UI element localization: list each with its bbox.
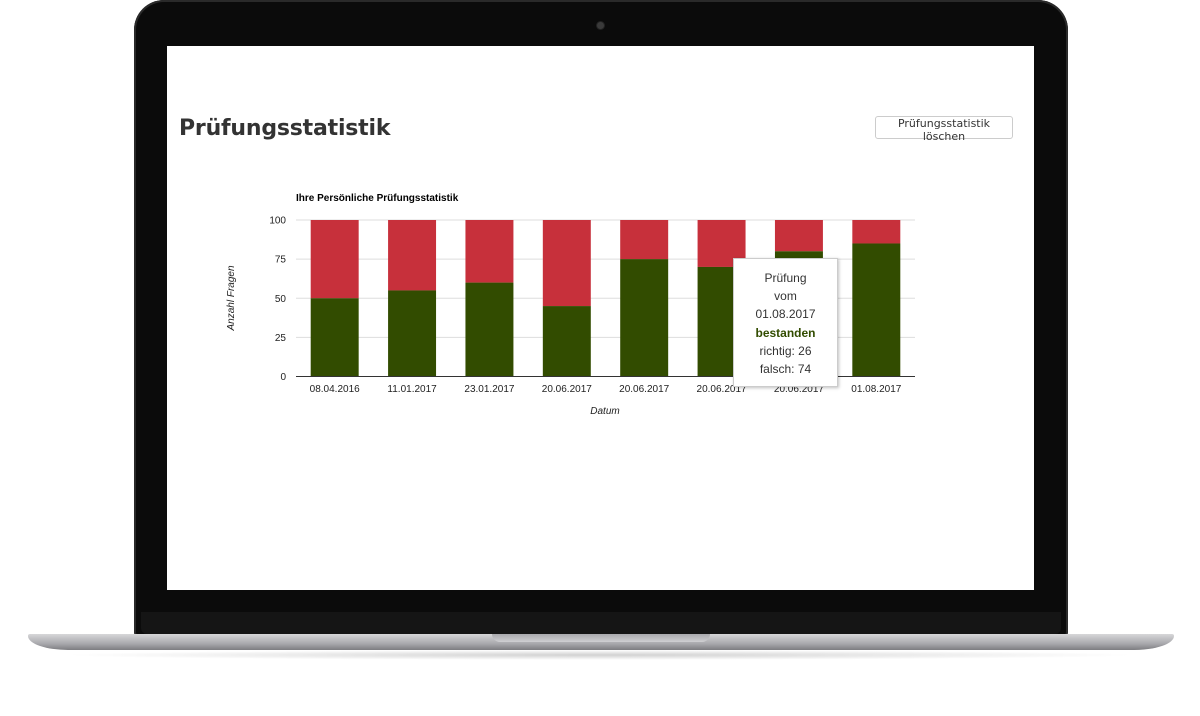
tooltip-date: 01.08.2017 — [755, 307, 816, 322]
tooltip-line-2: vom — [774, 289, 797, 304]
tooltip-wrong: falsch: 74 — [759, 362, 812, 377]
x-tick-label: 20.06.2017 — [774, 384, 824, 395]
x-axis-title: Datum — [590, 406, 619, 417]
y-axis-title: Anzahl Fragen — [226, 265, 237, 331]
bar-wrong[interactable] — [465, 220, 514, 283]
y-tick-label: 25 — [275, 333, 287, 344]
x-tick-label: 20.06.2017 — [697, 384, 747, 395]
exam-statistics-chart: Ihre Persönliche Prüfungsstatistik 0 25 50… — [226, 193, 915, 417]
laptop-base — [28, 634, 1174, 650]
laptop-shadow — [60, 650, 1140, 660]
bar-wrong[interactable] — [310, 220, 359, 299]
bar-wrong[interactable] — [620, 220, 669, 260]
y-tick-label: 50 — [275, 294, 287, 305]
y-tick-label: 0 — [280, 372, 286, 383]
bar-correct[interactable] — [310, 298, 359, 377]
x-axis-ticks: 08.04.2016 11.01.2017 23.01.2017 20.06.2017… — [310, 384, 902, 395]
x-tick-label: 11.01.2017 — [387, 384, 437, 395]
bar-wrong[interactable] — [388, 220, 437, 291]
bar-correct[interactable] — [620, 259, 669, 377]
laptop-notch — [492, 634, 710, 642]
tooltip-status: bestanden — [755, 325, 816, 340]
page-title: Prüfungsstatistik — [179, 116, 391, 141]
x-tick-label: 20.06.2017 — [619, 384, 669, 395]
bar-correct[interactable] — [852, 243, 901, 377]
y-tick-label: 100 — [269, 216, 286, 227]
tooltip-line-1: Prüfung — [764, 271, 807, 285]
y-axis-ticks: 0 25 50 75 100 — [269, 216, 286, 384]
bar-correct[interactable] — [465, 282, 514, 377]
chart-title: Ihre Persönliche Prüfungsstatistik — [296, 193, 459, 204]
chart-bars — [310, 220, 901, 377]
x-tick-label: 08.04.2016 — [310, 384, 360, 395]
bar-correct[interactable] — [388, 290, 437, 377]
bar-wrong[interactable] — [542, 220, 591, 307]
x-tick-label: 20.06.2017 — [542, 384, 592, 395]
clear-statistics-button[interactable]: Prüfungsstatistik löschen — [875, 116, 1013, 143]
camera-icon — [597, 22, 604, 29]
bar-wrong[interactable] — [852, 220, 901, 244]
tooltip-correct: richtig: 26 — [759, 343, 812, 358]
chart-tooltip: Prüfung vom 01.08.2017 bestanden richtig… — [733, 258, 838, 387]
laptop-bezel — [141, 612, 1061, 634]
bar-wrong[interactable] — [774, 220, 823, 252]
bar-correct[interactable] — [542, 306, 591, 377]
screen: Prüfungsstatistik Prüfungsstatistik lösc… — [167, 46, 1034, 590]
x-tick-label: 01.08.2017 — [851, 384, 901, 395]
y-tick-label: 75 — [275, 255, 287, 266]
x-tick-label: 23.01.2017 — [464, 384, 514, 395]
